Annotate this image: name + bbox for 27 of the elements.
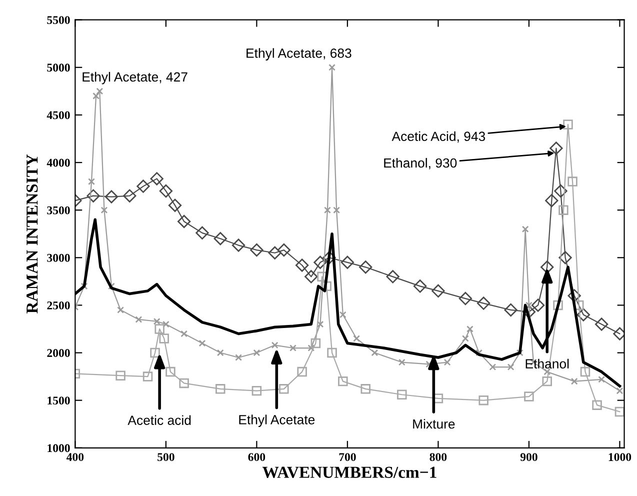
y-tick-label: 2500	[47, 301, 70, 310]
x-tick-label: 400	[66, 453, 84, 462]
x-tick-label: 1000	[608, 453, 632, 462]
y-axis-title: RAMAN INTENSITY	[26, 154, 38, 314]
x-tick-label: 700	[339, 453, 356, 462]
x-tick-label: 800	[430, 453, 447, 462]
y-tick-label: 4000	[46, 158, 70, 167]
annotation: Ethyl Acetate, 683	[246, 48, 352, 60]
annotation: Ethanol	[526, 358, 569, 369]
annotation: Ethyl Acetate	[239, 414, 315, 427]
x-axis-title: WAVENUMBERS/cm−1	[262, 466, 436, 478]
annotation: Mixture	[413, 418, 455, 429]
annotation: Ethyl Acetate, 427	[82, 72, 188, 84]
y-tick-label: 5000	[47, 64, 70, 72]
x-tick-label: 900	[520, 453, 538, 462]
annotation: Ethanol, 930	[384, 158, 457, 170]
y-tick-label: 1500	[48, 396, 70, 405]
y-tick-label: 2000	[47, 349, 70, 357]
y-tick-label: 3000	[47, 254, 70, 262]
x-tick-label: 600	[248, 453, 266, 462]
y-tick-label: 3500	[47, 206, 70, 214]
y-tick-label: 1000	[48, 444, 70, 452]
x-tick-label: 500	[158, 453, 174, 462]
y-tick-label: 4500	[46, 111, 70, 120]
annotation: Acetic Acid, 943	[392, 131, 486, 143]
annotation: Acetic acid	[128, 415, 191, 425]
y-tick-label: 5500	[47, 16, 70, 24]
